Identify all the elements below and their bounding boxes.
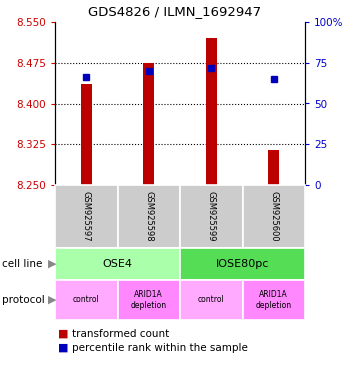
Text: GSM925597: GSM925597 xyxy=(82,191,91,242)
Bar xyxy=(206,38,217,185)
Text: ARID1A
depletion: ARID1A depletion xyxy=(256,290,292,310)
Text: ARID1A
depletion: ARID1A depletion xyxy=(131,290,167,310)
Text: GSM925598: GSM925598 xyxy=(144,191,153,242)
Text: ▶: ▶ xyxy=(48,259,56,269)
Text: ▶: ▶ xyxy=(48,295,56,305)
Text: percentile rank within the sample: percentile rank within the sample xyxy=(72,343,248,353)
Text: OSE4: OSE4 xyxy=(103,259,133,269)
Text: protocol: protocol xyxy=(2,295,45,305)
Text: ■: ■ xyxy=(58,343,69,353)
Text: IOSE80pc: IOSE80pc xyxy=(216,259,269,269)
Bar xyxy=(268,150,279,185)
Text: cell line: cell line xyxy=(2,259,42,269)
Text: GSM925599: GSM925599 xyxy=(207,191,216,242)
Bar xyxy=(143,63,154,185)
Text: GSM925600: GSM925600 xyxy=(269,191,278,242)
Text: ■: ■ xyxy=(58,329,69,339)
Text: transformed count: transformed count xyxy=(72,329,169,339)
Text: GDS4826 / ILMN_1692947: GDS4826 / ILMN_1692947 xyxy=(89,5,261,18)
Bar xyxy=(80,84,92,185)
Text: control: control xyxy=(198,296,225,305)
Text: control: control xyxy=(73,296,100,305)
